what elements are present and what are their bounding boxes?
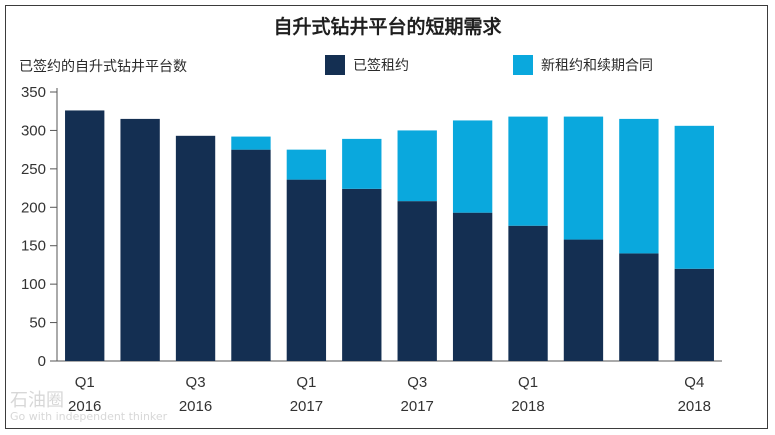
bar-new-contracts: [231, 136, 271, 150]
x-tick-label-year: 2018: [511, 398, 544, 415]
legend-swatch-new: [513, 55, 533, 75]
x-tick-label-quarter: Q4: [684, 374, 704, 391]
legend-swatch-signed: [325, 55, 345, 75]
x-tick-label-quarter: Q3: [407, 374, 427, 391]
x-tick-label-year: 2017: [290, 398, 323, 415]
legend-item-signed: 已签租约: [325, 55, 409, 75]
bar-signed-contracts: [175, 135, 216, 361]
x-tick-label-quarter: Q1: [296, 374, 316, 391]
bar-signed-contracts: [231, 149, 271, 361]
chart-frame: [5, 5, 768, 429]
y-tick-label: 300: [21, 122, 46, 139]
bar-new-contracts: [619, 118, 659, 254]
bar-new-contracts: [397, 130, 437, 202]
x-tick-label-year: 2016: [179, 398, 212, 415]
bar-new-contracts: [286, 149, 327, 180]
legend-label-new: 新租约和续期合同: [541, 58, 653, 74]
legend-item-new: 新租约和续期合同: [513, 55, 653, 75]
bar-signed-contracts: [120, 118, 160, 362]
bar-signed-contracts: [397, 201, 437, 361]
bar-signed-contracts: [65, 110, 105, 362]
x-tick-label-year: 2016: [68, 398, 101, 415]
x-tick-label-year: 2018: [678, 398, 711, 415]
bar-new-contracts: [342, 138, 382, 189]
chart-title: 自升式钻井平台的短期需求: [273, 16, 502, 38]
watermark-name: 石油圈: [10, 390, 64, 411]
bar-signed-contracts: [452, 212, 493, 361]
bar-signed-contracts: [286, 179, 327, 361]
x-tick-label-year: 2017: [401, 398, 434, 415]
y-tick-label: 0: [38, 353, 46, 370]
y-tick-label: 250: [21, 161, 46, 178]
y-tick-label: 50: [29, 315, 46, 332]
y-tick-label: 350: [21, 84, 46, 101]
y-axis-label: 已签约的自升式钻井平台数: [19, 59, 187, 75]
watermark: 石油圈 Go with independent thinker: [10, 386, 167, 423]
y-tick-label: 150: [21, 238, 46, 255]
x-tick-label-quarter: Q3: [186, 374, 206, 391]
bar-signed-contracts: [563, 239, 604, 361]
bar-new-contracts: [674, 125, 714, 269]
bar-signed-contracts: [674, 268, 714, 361]
bar-new-contracts: [508, 116, 548, 226]
legend-label-signed: 已签租约: [353, 58, 409, 74]
y-tick-label: 100: [21, 276, 46, 293]
bar-signed-contracts: [508, 225, 548, 361]
bar-signed-contracts: [342, 188, 382, 361]
bar-signed-contracts: [619, 253, 659, 361]
bar-new-contracts: [563, 116, 604, 240]
x-tick-label-quarter: Q1: [75, 374, 95, 391]
watermark-subtitle: Go with independent thinker: [10, 410, 168, 423]
y-tick-label: 200: [21, 199, 46, 216]
bar-new-contracts: [452, 120, 493, 213]
x-tick-label-quarter: Q1: [518, 374, 538, 391]
